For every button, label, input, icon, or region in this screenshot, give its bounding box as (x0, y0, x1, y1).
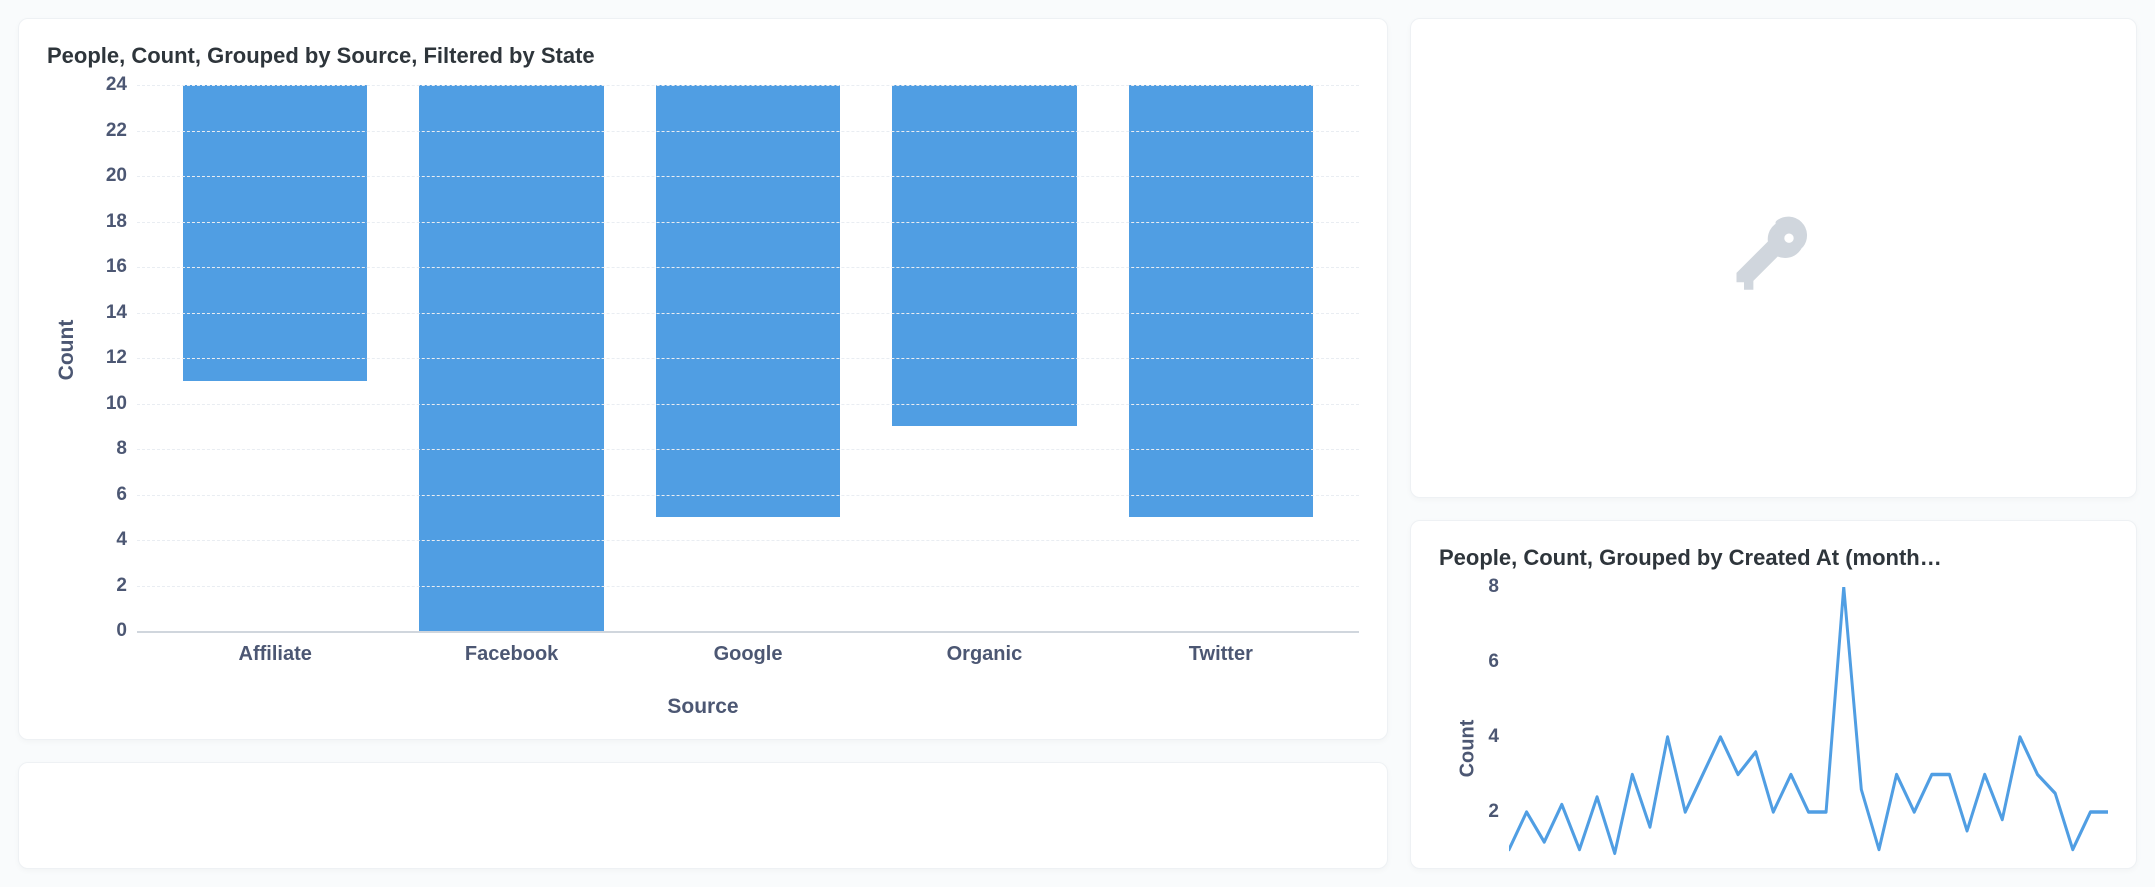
dashboard: People, Count, Grouped by Source, Filter… (18, 18, 2137, 869)
line-chart-area: Count 2468 (1439, 587, 2108, 869)
y-tick: 12 (106, 347, 137, 369)
right-column: People, Count, Grouped by Created At (mo… (1410, 18, 2137, 869)
key-icon (1729, 211, 1819, 306)
y-tick: 2 (1488, 801, 1509, 823)
y-tick: 4 (1488, 726, 1509, 748)
grid-line (137, 404, 1359, 405)
bar[interactable] (183, 85, 367, 381)
grid-line (137, 449, 1359, 450)
grid-line (137, 586, 1359, 587)
line-series[interactable] (1509, 587, 2108, 853)
line-chart-card[interactable]: People, Count, Grouped by Created At (mo… (1410, 520, 2137, 869)
grid-line (137, 313, 1359, 314)
grid-line (137, 222, 1359, 223)
y-tick: 18 (106, 211, 137, 233)
x-tick: Organic (947, 643, 1023, 666)
y-tick: 16 (106, 256, 137, 278)
y-tick: 0 (116, 620, 137, 642)
left-column: People, Count, Grouped by Source, Filter… (18, 18, 1388, 869)
bar-chart-title: People, Count, Grouped by Source, Filter… (47, 43, 1359, 69)
bar-chart-plot: AffiliateFacebookGoogleOrganicTwitter 02… (137, 85, 1359, 633)
line-chart-svg (1509, 587, 2108, 869)
bar[interactable] (656, 85, 840, 517)
y-tick: 6 (116, 484, 137, 506)
y-tick: 8 (116, 438, 137, 460)
y-tick: 6 (1488, 651, 1509, 673)
grid-line (137, 358, 1359, 359)
x-tick: Twitter (1189, 643, 1253, 666)
grid-line (137, 495, 1359, 496)
bar-chart-area: Count Source AffiliateFacebookGoogleOrga… (47, 85, 1359, 715)
bar[interactable] (892, 85, 1076, 426)
x-tick: Affiliate (239, 643, 312, 666)
bar-chart-x-label: Source (667, 695, 738, 719)
y-tick: 14 (106, 302, 137, 324)
y-tick: 4 (116, 529, 137, 551)
grid-line (137, 267, 1359, 268)
line-chart-y-label: Count (1456, 720, 1479, 778)
grid-line (137, 85, 1359, 86)
y-tick: 20 (106, 165, 137, 187)
y-tick: 22 (106, 120, 137, 142)
grid-line (137, 131, 1359, 132)
locked-card[interactable] (1410, 18, 2137, 498)
empty-card[interactable] (18, 762, 1388, 869)
bar-chart-card[interactable]: People, Count, Grouped by Source, Filter… (18, 18, 1388, 740)
bar-chart-y-label: Count (55, 319, 79, 380)
line-chart-plot: 2468 (1509, 587, 2108, 869)
y-tick: 10 (106, 393, 137, 415)
y-tick: 24 (106, 74, 137, 96)
y-tick: 8 (1488, 576, 1509, 598)
x-tick: Facebook (465, 643, 558, 666)
grid-line (137, 540, 1359, 541)
bar[interactable] (1129, 85, 1313, 517)
y-tick: 2 (116, 575, 137, 597)
line-chart-title: People, Count, Grouped by Created At (mo… (1439, 545, 2108, 571)
grid-line (137, 176, 1359, 177)
x-tick: Google (714, 643, 783, 666)
